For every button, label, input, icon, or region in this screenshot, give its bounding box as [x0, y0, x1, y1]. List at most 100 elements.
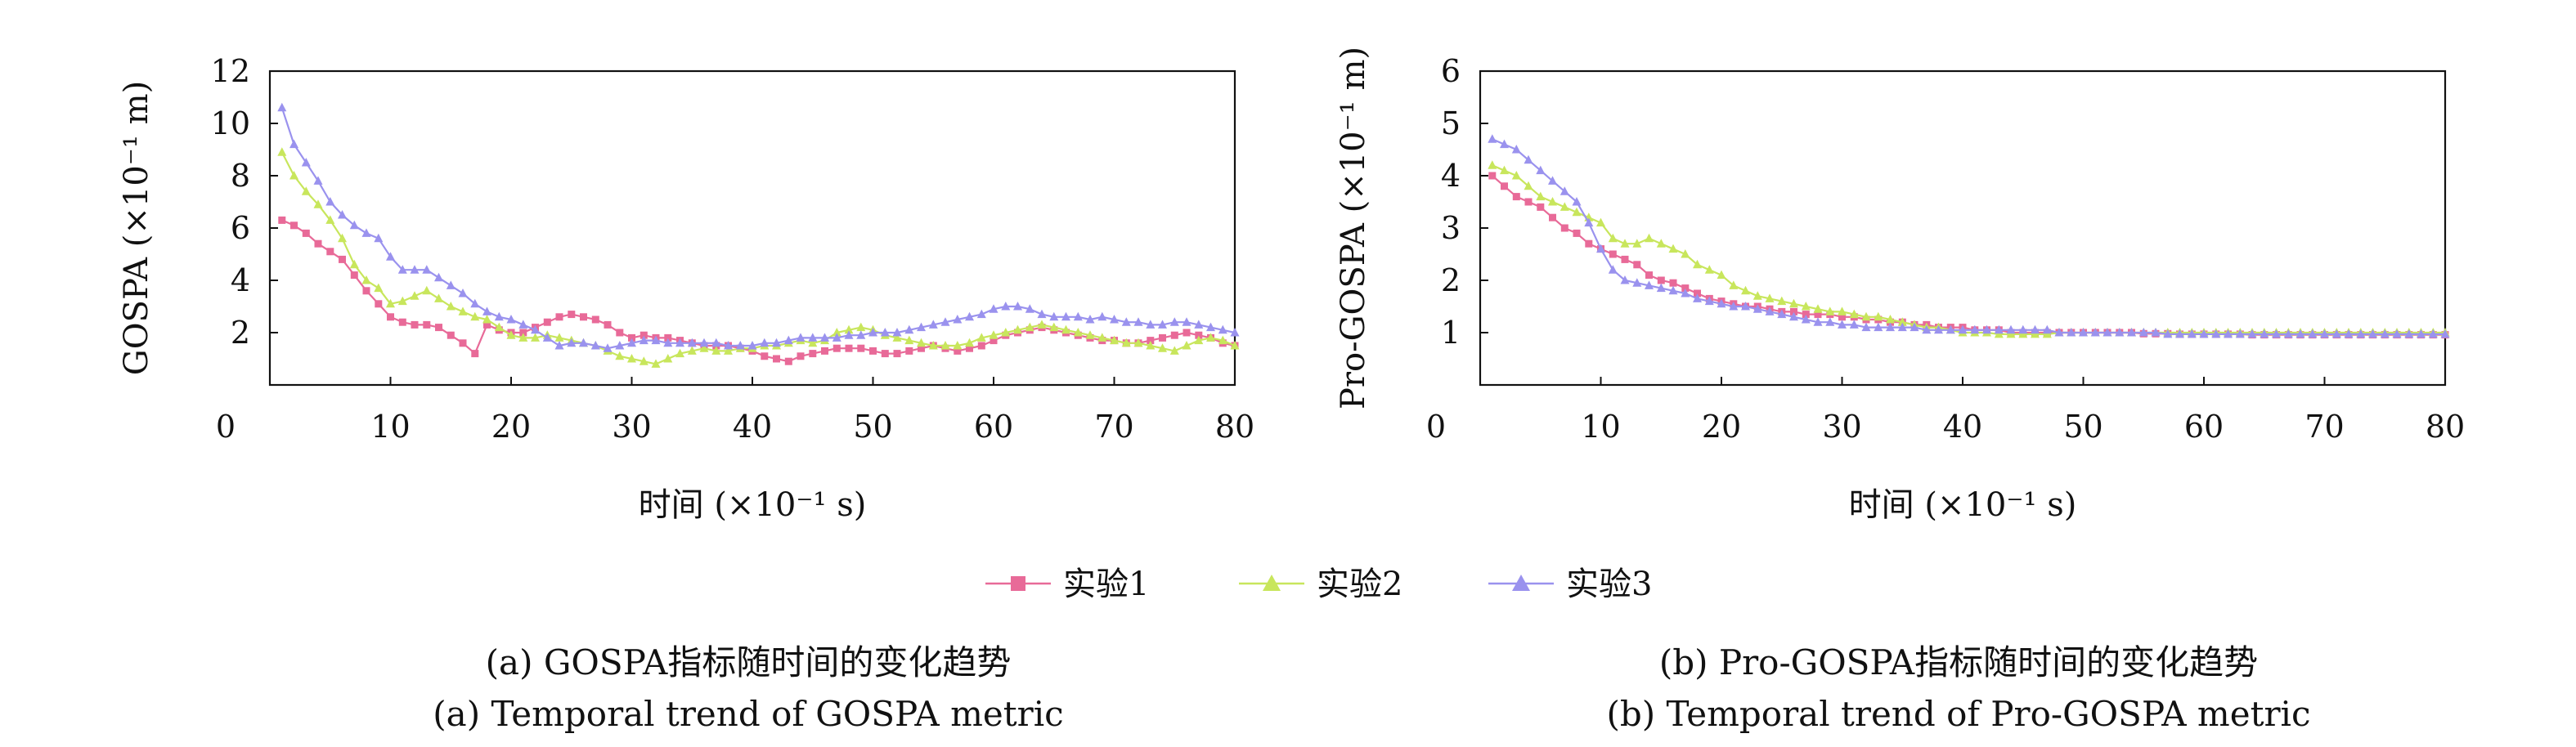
- point-a-3-50: [880, 328, 890, 337]
- point-b-3-79: [2440, 329, 2450, 338]
- point-b-2-10: [1608, 233, 1618, 243]
- point-a-2-0: [277, 147, 287, 156]
- point-a-1-76: [1195, 331, 1203, 339]
- point-b-3-29: [1838, 320, 1847, 329]
- point-a-3-3: [313, 176, 323, 185]
- point-b-3-9: [1596, 244, 1605, 253]
- point-b-3-6: [1560, 186, 1569, 195]
- point-b-1-26: [1802, 311, 1810, 319]
- legend-label-3: 实验3: [1566, 566, 1652, 603]
- point-a-2-4: [325, 215, 335, 224]
- point-b-3-57: [2175, 329, 2184, 338]
- point-b-2-19: [1717, 270, 1726, 280]
- x-tick-label-a-4: 40: [733, 409, 772, 445]
- point-a-2-63: [1037, 320, 1047, 329]
- point-a-2-29: [627, 354, 636, 363]
- point-a-3-47: [844, 330, 854, 339]
- point-b-1-4: [1537, 203, 1545, 211]
- point-a-3-17: [482, 306, 491, 315]
- point-b-3-65: [2272, 329, 2281, 338]
- point-a-1-16: [471, 350, 479, 358]
- point-a-1-59: [990, 337, 998, 345]
- point-b-3-64: [2260, 329, 2269, 338]
- point-a-3-65: [1061, 311, 1070, 321]
- caption-a-cn: (a) GOSPA指标随时间的变化趋势: [486, 642, 1012, 682]
- point-a-3-71: [1133, 317, 1143, 326]
- point-a-3-16: [470, 298, 480, 308]
- point-b-3-48: [2067, 328, 2076, 337]
- y-axis-label-b: Pro-GOSPA (×10⁻¹ m): [1335, 47, 1372, 409]
- point-a-3-15: [458, 289, 468, 297]
- point-b-2-2: [1511, 171, 1521, 180]
- point-a-3-46: [832, 333, 841, 342]
- point-a-2-44: [808, 338, 818, 347]
- point-a-2-72: [1146, 341, 1156, 350]
- point-b-3-22: [1752, 304, 1762, 313]
- y-tick-label-a-2: 6: [231, 210, 250, 246]
- series-b-1: [1488, 172, 2449, 339]
- point-a-1-47: [845, 344, 853, 352]
- point-b-3-77: [2417, 329, 2426, 338]
- point-a-1-15: [459, 339, 467, 347]
- legend-label-1: 实验1: [1063, 566, 1149, 603]
- point-a-3-0: [277, 102, 287, 112]
- point-a-2-30: [639, 356, 648, 365]
- point-b-3-40: [1970, 324, 1980, 334]
- point-a-1-24: [568, 311, 576, 319]
- point-a-2-12: [422, 285, 432, 295]
- point-a-1-10: [398, 318, 406, 326]
- legend-item-1: 实验1: [985, 566, 1149, 603]
- series-line-b-1: [1492, 175, 2445, 336]
- point-b-3-68: [2308, 329, 2318, 338]
- point-b-3-72: [2356, 329, 2366, 338]
- point-a-3-76: [1194, 320, 1204, 329]
- point-a-2-16: [470, 311, 480, 321]
- point-a-3-23: [554, 341, 564, 350]
- point-a-2-55: [940, 341, 950, 350]
- legend-item-2: 实验2: [1239, 566, 1402, 603]
- point-a-1-75: [1183, 329, 1191, 337]
- point-b-2-24: [1777, 296, 1787, 306]
- y-tick-label-a-5: 12: [211, 53, 250, 89]
- point-a-3-27: [603, 343, 613, 352]
- point-a-3-6: [349, 220, 359, 230]
- point-a-3-49: [868, 328, 877, 337]
- point-b-1-3: [1524, 198, 1533, 206]
- point-b-3-36: [1922, 324, 1932, 334]
- point-a-3-32: [663, 338, 673, 347]
- point-a-2-3: [313, 199, 323, 208]
- point-b-3-67: [2296, 329, 2305, 338]
- point-a-1-20: [519, 329, 527, 337]
- point-b-3-18: [1704, 296, 1714, 306]
- point-a-3-1: [289, 139, 298, 149]
- point-b-2-12: [1632, 239, 1642, 248]
- point-b-2-16: [1681, 249, 1690, 258]
- point-b-2-30: [1849, 309, 1859, 319]
- point-a-3-72: [1146, 320, 1156, 329]
- point-b-3-73: [2368, 329, 2377, 338]
- legend-label-2: 实验2: [1317, 566, 1402, 603]
- point-b-2-5: [1548, 197, 1557, 206]
- point-b-2-21: [1741, 285, 1750, 295]
- point-b-3-76: [2404, 329, 2414, 338]
- point-b-1-6: [1560, 224, 1568, 232]
- x-tick-label-a-3: 30: [612, 409, 651, 445]
- point-a-2-33: [675, 348, 684, 358]
- point-a-3-64: [1049, 311, 1059, 321]
- point-a-3-36: [711, 338, 721, 347]
- y-tick-label-b-5: 6: [1441, 53, 1461, 89]
- point-b-3-61: [2224, 329, 2233, 338]
- point-a-3-54: [928, 320, 938, 329]
- point-a-2-53: [917, 338, 926, 347]
- point-b-3-75: [2392, 329, 2402, 338]
- point-a-2-23: [554, 333, 564, 342]
- point-a-2-32: [663, 354, 673, 363]
- point-a-3-26: [590, 341, 600, 350]
- legend-marker-3: [1512, 575, 1530, 591]
- point-a-3-33: [675, 338, 684, 347]
- point-a-2-62: [1025, 322, 1034, 332]
- point-a-2-5: [338, 233, 347, 243]
- point-a-1-22: [543, 318, 551, 326]
- point-a-2-73: [1158, 343, 1167, 352]
